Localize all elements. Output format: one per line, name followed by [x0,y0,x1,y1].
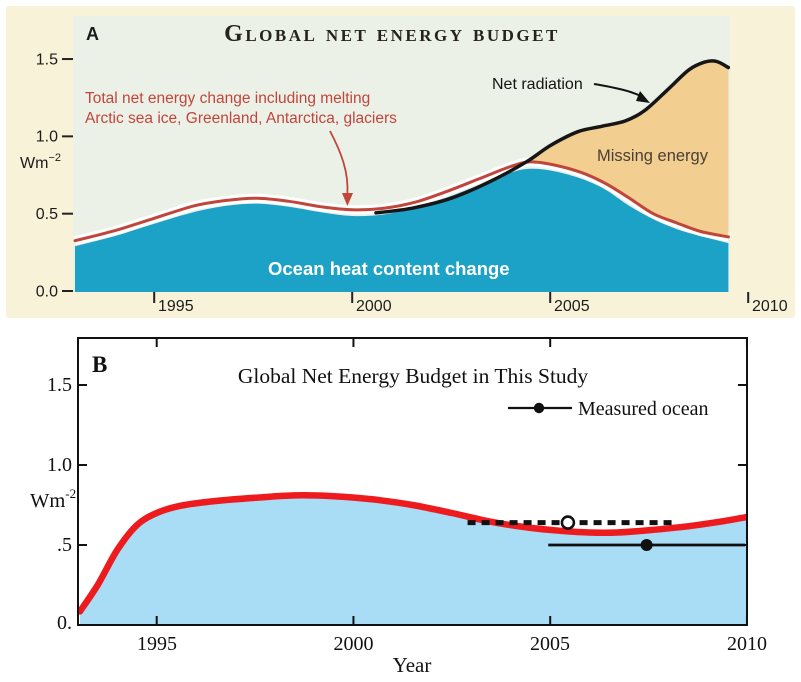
unit-exponent: −2 [48,152,61,164]
panel-b-frame [77,337,748,626]
panel-b-label: B [92,352,107,377]
filled-circle-marker [640,539,653,551]
total-energy-annotation-line1: Total net energy change including meltin… [85,90,370,107]
unit-base: Wm [20,155,48,172]
legend-dot-icon [533,402,545,414]
missing-energy-label: Missing energy [597,147,709,165]
total-energy-arrow [329,130,353,206]
panel-a-title: Global net energy budget [224,21,560,47]
panel-b-xtick-label: 2000 [334,633,374,655]
panel-b-energy-budget-this-study: B Global Net Energy Budget in This Study… [30,337,767,677]
panel-a-ytick-label: 0.0 [36,284,58,301]
panel-a-y-axis-unit: Wm−2 [20,152,61,172]
total-energy-annotation-line2: Arctic sea ice, Greenland, Antarctica, g… [85,110,397,127]
panel-b-ytick-label: 1.0 [47,454,72,476]
panel-b-x-axis-label: Year [393,653,432,677]
panel-a-label: A [86,24,99,44]
panel-a-xtick-label: 2000 [356,298,392,315]
ocean-heat-area [75,168,729,292]
panel-b-xtick-label: 2010 [727,633,767,655]
open-circle-marker [560,515,576,530]
panel-a-series [73,59,730,292]
ocean-heat-label: Ocean heat content change [268,258,510,279]
missing-energy-area [526,60,729,237]
net-energy-line [79,492,746,615]
panel-b-y-axis-unit: Wm-2 [30,486,76,512]
panel-a-ytick-label: 1.5 [36,52,58,69]
net-radiation-label: Net radiation [492,76,583,93]
panel-a-xtick-label: 2005 [554,298,590,315]
panel-b-xtick-label: 1995 [137,633,177,655]
panel-b-xtick-label: 2005 [530,633,570,655]
panel-b-ytick-label: .5 [57,534,72,556]
ocean-fill-area [80,495,746,624]
panel-a-ytick-label: 0.5 [36,206,58,223]
panel-a-xtick-label: 1995 [158,298,194,315]
panel-b-series [79,492,746,624]
panel-b-title: Global Net Energy Budget in This Study [238,364,589,388]
net-radiation-arrow [593,83,650,103]
panel-b-ticks [78,338,748,625]
panel-b-ytick-label: 0. [57,612,72,634]
legend-label: Measured ocean [578,398,709,420]
panel-a-global-net-energy-budget: A Global net energy budget 1.5 1.0 0.5 0… [6,6,795,318]
panel-a-xtick-label: 2010 [752,298,788,315]
net-radiation-line [374,59,730,215]
panel-b-ytick-label: 1.5 [47,374,72,396]
unit-base: Wm [30,490,65,512]
panel-b-legend: Measured ocean [508,398,709,420]
panel-a-ytick-label: 1.0 [36,129,58,146]
total-net-energy-line [73,160,730,243]
unit-exponent: -2 [65,486,76,501]
panel-a-ticks [62,58,750,303]
